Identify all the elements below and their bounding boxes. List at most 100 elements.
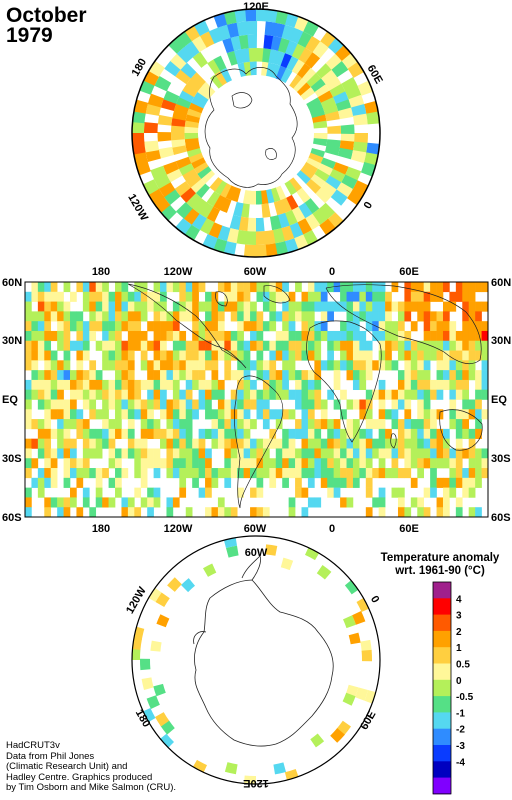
equatorial-cell: [89, 468, 97, 479]
equatorial-cell: [57, 321, 64, 332]
equatorial-cell: [172, 301, 180, 312]
equatorial-cell: [185, 448, 193, 459]
equatorial-cell: [314, 448, 322, 459]
equatorial-cell: [205, 389, 212, 400]
equatorial-cell: [307, 379, 315, 391]
equatorial-cell: [417, 370, 424, 381]
equatorial-cell: [481, 409, 488, 420]
equatorial-cell: [160, 301, 167, 312]
equatorial-cell: [282, 291, 289, 302]
equatorial-cell: [436, 438, 444, 449]
equatorial-cell: [205, 409, 212, 420]
equatorial-cell: [153, 330, 161, 342]
equatorial-cell: [205, 487, 212, 498]
equatorial-cell: [127, 419, 135, 430]
equatorial-cell: [121, 301, 129, 312]
equatorial-cell: [243, 419, 251, 430]
equatorial-cell: [256, 458, 264, 469]
equatorial-cell: [115, 350, 122, 361]
equatorial-cell: [359, 448, 367, 459]
equatorial-cell: [211, 477, 219, 488]
equatorial-cell: [153, 419, 161, 430]
equatorial-cell: [442, 497, 450, 508]
equatorial-cell: [404, 438, 412, 449]
polar-cell: [233, 201, 244, 217]
equatorial-cell: [275, 458, 283, 469]
equatorial-cell: [50, 448, 58, 459]
equatorial-cell: [115, 301, 122, 312]
equatorial-cell: [410, 448, 418, 459]
equatorial-cell: [352, 321, 360, 332]
equatorial-cell: [468, 399, 476, 410]
equatorial-cell: [455, 438, 463, 449]
equatorial-cell: [205, 428, 212, 439]
equatorial-longitude-labels-top: 180 120W 60W 0 60E: [92, 266, 419, 278]
equatorial-cell: [462, 389, 470, 400]
equatorial-cell: [327, 330, 334, 342]
equatorial-cell: [269, 409, 277, 420]
equatorial-cell: [256, 360, 264, 371]
equatorial-cell: [352, 438, 360, 449]
equatorial-cell: [455, 370, 463, 381]
equatorial-cell: [166, 497, 174, 508]
equatorial-cell: [372, 330, 379, 342]
equatorial-cell: [468, 311, 476, 322]
equatorial-cell: [82, 399, 90, 410]
equatorial-cell: [127, 360, 135, 371]
equatorial-cell: [442, 311, 450, 322]
equatorial-cell: [237, 370, 244, 381]
equatorial-cell: [172, 311, 180, 322]
polar-cell: [366, 142, 380, 156]
equatorial-cell: [76, 311, 84, 322]
equatorial-cell: [31, 311, 39, 322]
equatorial-cell: [95, 477, 103, 488]
equatorial-cell: [172, 409, 180, 420]
equatorial-cell: [153, 458, 161, 469]
equatorial-cell: [442, 301, 450, 312]
polar-cell: [348, 632, 361, 645]
equatorial-cell: [237, 419, 244, 430]
polar-cell: [291, 59, 306, 75]
equatorial-cell: [417, 448, 424, 459]
equatorial-cell: [127, 448, 135, 459]
equatorial-cell: [295, 477, 302, 488]
equatorial-cell: [391, 438, 399, 449]
equatorial-cell: [327, 389, 334, 400]
equatorial-cell: [275, 468, 283, 479]
equatorial-cell: [217, 419, 225, 430]
equatorial-cell: [417, 379, 424, 391]
polar-cell: [265, 9, 279, 23]
equatorial-cell: [37, 379, 45, 391]
equatorial-cell: [211, 360, 219, 371]
polar-cell: [344, 579, 360, 595]
polar-cell: [275, 65, 287, 81]
polar-cell: [312, 41, 329, 59]
equatorial-cell: [102, 340, 109, 351]
equatorial-cell: [121, 340, 129, 351]
equatorial-cell: [256, 438, 264, 449]
equatorial-cell: [250, 389, 257, 400]
equatorial-cell: [391, 468, 399, 479]
legend-title: Temperature anomaly wrt. 1961-90 (°C): [372, 552, 508, 578]
equatorial-cell: [417, 507, 424, 517]
polar-cell: [280, 68, 293, 84]
equatorial-cell: [217, 311, 225, 322]
equatorial-cell: [378, 419, 386, 430]
equatorial-cell: [442, 370, 450, 381]
equatorial-cell: [50, 399, 58, 410]
equatorial-cell: [217, 330, 225, 342]
lat-label-30s-left: 30S: [2, 453, 22, 465]
equatorial-cell: [340, 448, 347, 459]
equatorial-cell: [134, 458, 142, 469]
equatorial-cell: [365, 448, 373, 459]
equatorial-cell: [153, 360, 161, 371]
equatorial-cell: [378, 428, 386, 439]
equatorial-cell: [307, 428, 315, 439]
equatorial-cell: [140, 468, 148, 479]
equatorial-cell: [449, 360, 457, 371]
equatorial-cell: [397, 487, 405, 498]
equatorial-cell: [115, 340, 122, 351]
legend-swatch: [433, 745, 451, 762]
equatorial-cell: [25, 438, 32, 449]
equatorial-cell: [282, 370, 289, 381]
